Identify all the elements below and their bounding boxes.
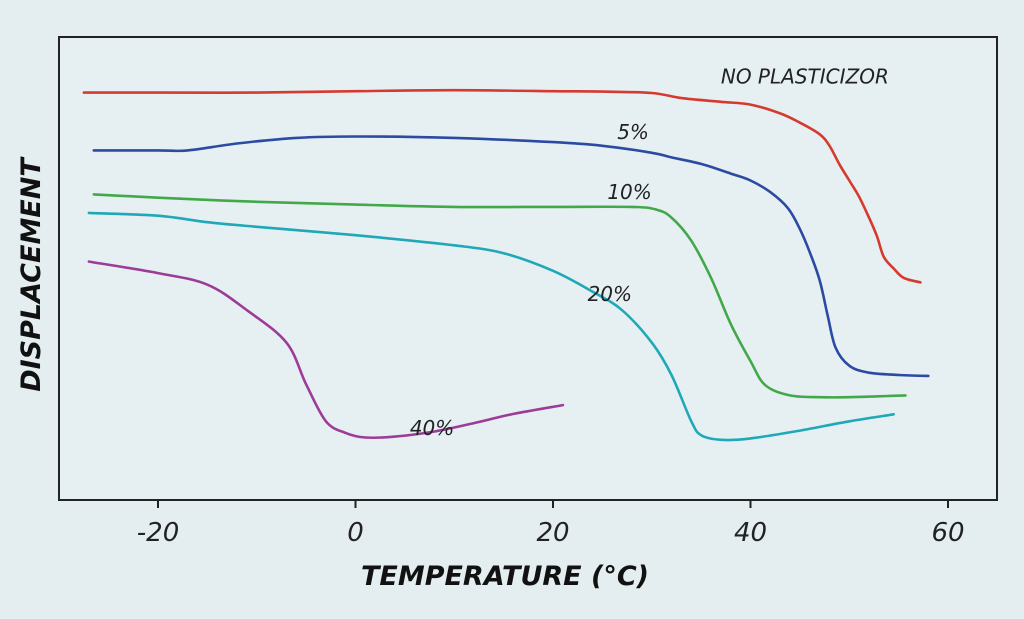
x-tick-label: 60 bbox=[931, 518, 964, 548]
x-tick-label: 40 bbox=[734, 518, 767, 548]
series-line-1 bbox=[92, 135, 930, 378]
series-label-4: 40% bbox=[410, 416, 454, 440]
y-axis-title: DISPLACEMENT bbox=[16, 156, 47, 392]
x-axis-ticks: -20 0 20 40 60 bbox=[137, 500, 965, 548]
series-line-2 bbox=[92, 193, 907, 399]
series-label-0: NO PLASTICIZOR bbox=[721, 64, 889, 88]
series-layer bbox=[82, 88, 930, 442]
series-line-0 bbox=[82, 88, 922, 284]
series-line-4 bbox=[87, 260, 565, 440]
series-label-3: 20% bbox=[588, 282, 632, 306]
series-label-layer: NO PLASTICIZOR 5% 10% 20% 40% bbox=[410, 64, 889, 440]
x-tick-label: 0 bbox=[347, 518, 364, 548]
x-axis-title: TEMPERATURE (°C) bbox=[361, 561, 649, 592]
plot-area bbox=[58, 36, 998, 501]
series-label-1: 5% bbox=[617, 120, 649, 144]
series-line-3 bbox=[87, 211, 895, 442]
x-tick-label: -20 bbox=[137, 518, 179, 548]
x-tick-label: 20 bbox=[536, 518, 569, 548]
series-label-2: 10% bbox=[607, 180, 651, 204]
